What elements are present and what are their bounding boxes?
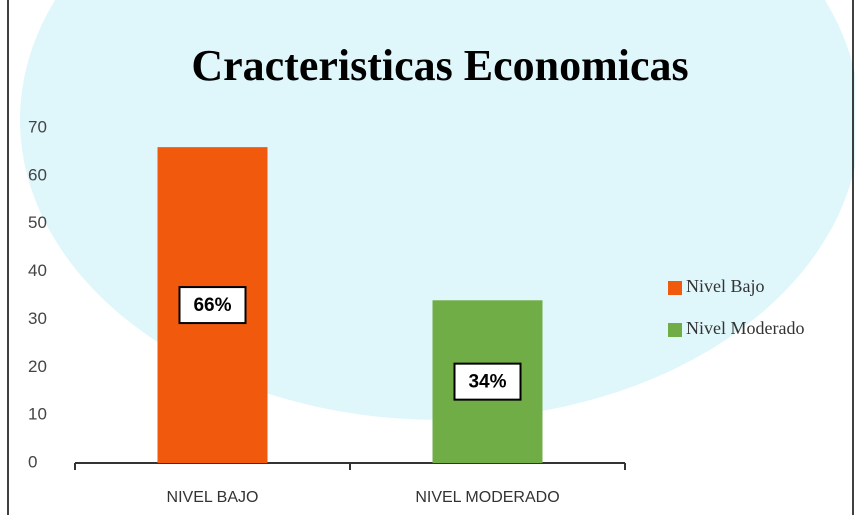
y-tick-label: 10 [28,405,47,424]
x-tick-label: NIVEL BAJO [167,489,259,506]
y-tick-label: 30 [28,309,47,328]
chart-title: Cracteristicas Economicas [191,41,688,90]
y-tick-label: 0 [28,452,37,471]
y-tick-label: 40 [28,261,47,280]
y-tick-label: 50 [28,213,47,232]
legend-swatch [668,281,682,295]
data-label: 34% [468,372,506,393]
data-label-box [453,362,522,401]
legend-label: Nivel Moderado [686,318,804,338]
y-tick-label: 60 [28,165,47,184]
y-tick-label: 70 [28,117,47,136]
x-tick-label: NIVEL MODERADO [415,489,559,506]
y-tick-label: 20 [28,357,47,376]
data-label-box [178,286,247,325]
legend-label: Nivel Bajo [686,276,765,296]
legend-swatch [668,323,682,337]
data-label: 66% [193,295,231,316]
